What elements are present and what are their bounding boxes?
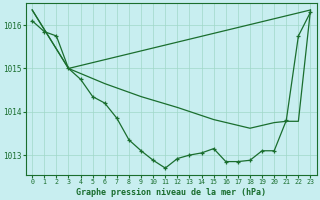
X-axis label: Graphe pression niveau de la mer (hPa): Graphe pression niveau de la mer (hPa): [76, 188, 266, 197]
